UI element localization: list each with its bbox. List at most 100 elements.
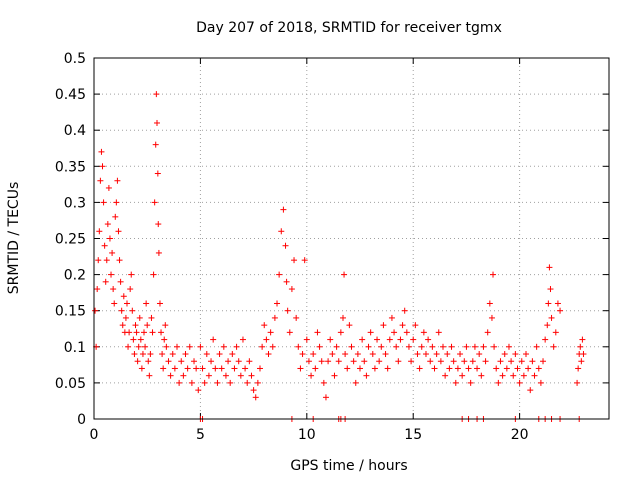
- data-point: [297, 365, 304, 372]
- data-point: [282, 242, 289, 249]
- data-point: [350, 358, 357, 365]
- data-point: [201, 379, 208, 386]
- data-point: [365, 343, 372, 350]
- data-point: [416, 365, 423, 372]
- data-point: [218, 365, 225, 372]
- data-point: [574, 379, 581, 386]
- x-tick-label: 10: [298, 427, 316, 443]
- data-point: [467, 379, 474, 386]
- data-point: [120, 293, 127, 300]
- x-tick-label: 0: [90, 427, 99, 443]
- data-point: [122, 314, 129, 321]
- data-point: [265, 351, 272, 358]
- data-point: [482, 358, 489, 365]
- data-point: [450, 358, 457, 365]
- data-point: [225, 358, 232, 365]
- data-point: [263, 336, 270, 343]
- y-tick-label: 0.35: [55, 159, 86, 175]
- data-point: [357, 365, 364, 372]
- data-point: [188, 379, 195, 386]
- data-point: [327, 336, 334, 343]
- data-point: [575, 365, 582, 372]
- data-point: [427, 358, 434, 365]
- data-point: [512, 351, 519, 358]
- data-point: [115, 228, 122, 235]
- data-point: [348, 343, 355, 350]
- data-point: [139, 351, 146, 358]
- data-point: [580, 351, 587, 358]
- data-point: [305, 358, 312, 365]
- data-point: [95, 257, 102, 264]
- data-point: [123, 300, 130, 307]
- data-point: [493, 365, 500, 372]
- y-tick-label: 0.1: [64, 340, 86, 356]
- data-point: [117, 278, 124, 285]
- data-point: [205, 372, 212, 379]
- data-point: [454, 365, 461, 372]
- data-point: [397, 336, 404, 343]
- y-tick-label: 0.5: [64, 51, 86, 67]
- data-point: [550, 343, 557, 350]
- data-point: [399, 322, 406, 329]
- data-point: [403, 329, 410, 336]
- data-point: [153, 119, 160, 126]
- data-point: [431, 365, 438, 372]
- plot-frame: [93, 57, 610, 420]
- data-point: [149, 329, 156, 336]
- data-point: [182, 351, 189, 358]
- data-point: [291, 257, 298, 264]
- data-point: [359, 336, 366, 343]
- data-point: [518, 358, 525, 365]
- y-tick-label: 0.4: [64, 123, 86, 139]
- data-point: [141, 329, 148, 336]
- data-point: [552, 329, 559, 336]
- y-axis-ticks: 0 0.05 0.1 0.15 0.2 0.25 0.3 0.35 0.4 0.45 0.5: [55, 51, 609, 428]
- data-point: [344, 365, 351, 372]
- data-point: [135, 343, 142, 350]
- data-point: [440, 343, 447, 350]
- data-point: [160, 365, 167, 372]
- data-point: [129, 307, 136, 314]
- data-point: [284, 307, 291, 314]
- data-point: [391, 329, 398, 336]
- data-point: [153, 91, 160, 98]
- data-point: [99, 163, 106, 170]
- data-point: [380, 322, 387, 329]
- data-point: [303, 336, 310, 343]
- data-point: [339, 314, 346, 321]
- data-point: [533, 343, 540, 350]
- data-point: [342, 351, 349, 358]
- y-tick-label: 0.2: [64, 268, 86, 284]
- x-tick-label: 15: [404, 427, 422, 443]
- data-point: [346, 322, 353, 329]
- data-point: [341, 271, 348, 278]
- data-point: [147, 351, 154, 358]
- data-point: [132, 322, 139, 329]
- data-point: [329, 351, 336, 358]
- data-point: [216, 351, 223, 358]
- y-tick-label: 0.05: [55, 376, 86, 392]
- data-point: [239, 336, 246, 343]
- data-point: [474, 365, 481, 372]
- data-point: [499, 372, 506, 379]
- data-point: [288, 286, 295, 293]
- data-point: [505, 343, 512, 350]
- chart-title: Day 207 of 2018, SRMTID for receiver tgm…: [196, 20, 502, 36]
- data-point: [495, 379, 502, 386]
- data-point: [508, 358, 515, 365]
- data-point: [333, 343, 340, 350]
- data-point: [405, 343, 412, 350]
- data-point: [280, 206, 287, 213]
- data-point: [310, 351, 317, 358]
- data-point: [256, 365, 263, 372]
- data-point: [103, 257, 110, 264]
- data-point: [414, 351, 421, 358]
- data-point: [283, 278, 290, 285]
- data-point: [314, 329, 321, 336]
- data-point: [516, 379, 523, 386]
- data-point: [244, 379, 251, 386]
- data-point: [491, 343, 498, 350]
- data-point: [318, 358, 325, 365]
- y-axis-label: SRMTID / TECUs: [6, 182, 22, 295]
